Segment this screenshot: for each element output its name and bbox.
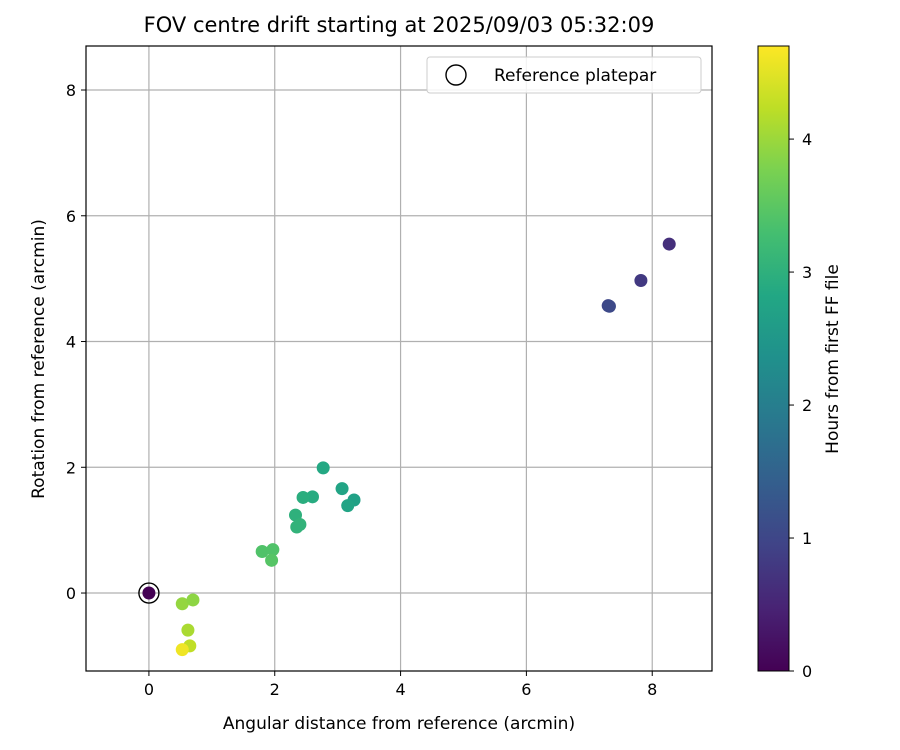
y-tick-label: 6 <box>66 207 76 226</box>
reference-data-point <box>142 586 156 600</box>
plot-frame <box>85 45 713 672</box>
data-point <box>341 499 355 513</box>
y-tick-label: 0 <box>66 584 76 603</box>
axis-ticks: 0 2 4 6 8 0 2 4 6 8 <box>66 81 658 699</box>
data-point <box>175 643 189 657</box>
data-point <box>335 482 349 496</box>
colorbar-ticks: 0 1 2 3 4 <box>789 130 812 681</box>
legend-marker <box>445 64 467 86</box>
colorbar-tick-label: 3 <box>802 263 812 282</box>
data-point <box>265 553 279 567</box>
colorbar-tick-label: 1 <box>802 529 812 548</box>
data-point <box>175 597 189 611</box>
x-tick-label: 0 <box>144 680 154 699</box>
colorbar-label: Hours from first FF file <box>823 264 843 454</box>
legend-entry-reference: Reference platepar <box>494 66 656 86</box>
data-point <box>266 543 280 557</box>
x-tick-label: 8 <box>647 680 657 699</box>
y-tick-label: 2 <box>66 458 76 477</box>
colorbar <box>757 45 790 672</box>
data-point <box>181 623 195 637</box>
x-tick-label: 6 <box>521 680 531 699</box>
data-point <box>296 490 310 504</box>
data-point <box>305 490 319 504</box>
data-point <box>602 299 616 313</box>
x-tick-label: 2 <box>270 680 280 699</box>
data-point <box>316 461 330 475</box>
data-point <box>634 274 648 288</box>
x-tick-label: 4 <box>395 680 405 699</box>
y-tick-label: 4 <box>66 333 76 352</box>
data-point <box>293 517 307 531</box>
y-tick-label: 8 <box>66 81 76 100</box>
chart-title: FOV centre drift starting at 2025/09/03 … <box>144 13 655 37</box>
reference-platepar-marker <box>138 582 160 604</box>
y-axis-label: Rotation from reference (arcmin) <box>29 219 49 499</box>
x-axis-label: Angular distance from reference (arcmin) <box>223 714 575 734</box>
colorbar-tick-label: 0 <box>802 662 812 681</box>
data-point <box>662 237 676 251</box>
legend: Reference platepar <box>426 56 702 94</box>
colorbar-tick-label: 2 <box>802 396 812 415</box>
grid <box>86 46 712 671</box>
data-points <box>138 237 676 657</box>
legend-box <box>426 56 702 94</box>
data-point <box>186 593 200 607</box>
colorbar-tick-label: 4 <box>802 130 812 149</box>
data-point <box>255 545 269 559</box>
